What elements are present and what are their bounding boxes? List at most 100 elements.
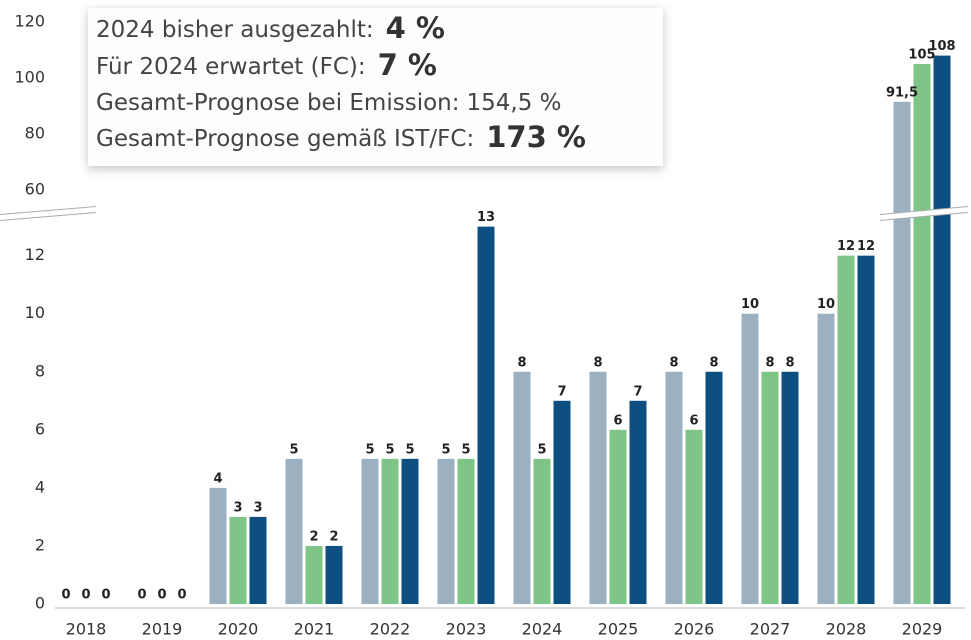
y-tick-label: 60 <box>25 180 45 199</box>
bar <box>589 371 607 604</box>
x-tick-label: 2025 <box>598 620 639 639</box>
y-tick-label: 100 <box>14 68 45 87</box>
bar <box>513 371 531 604</box>
bar <box>741 313 759 604</box>
y-tick-label: 8 <box>35 361 45 380</box>
break-line <box>0 206 97 215</box>
x-tick-label: 2020 <box>218 620 259 639</box>
value-label: 0 <box>61 588 70 603</box>
annotation-value: 154,5 % <box>467 90 562 116</box>
bar <box>685 429 703 604</box>
value-label: 8 <box>593 355 602 370</box>
value-label: 91,5 <box>886 85 918 100</box>
value-label: 7 <box>633 384 642 399</box>
bar <box>857 255 875 604</box>
y-tick-label: 2 <box>35 535 45 554</box>
value-label: 8 <box>669 355 678 370</box>
break-gap <box>0 206 96 221</box>
value-label: 8 <box>765 355 774 370</box>
value-label: 7 <box>557 384 566 399</box>
value-label: 8 <box>517 355 526 370</box>
bar <box>553 400 571 604</box>
y-tick-label: 80 <box>25 124 45 143</box>
annotation-text: Gesamt-Prognose gemäß IST/FC: <box>96 126 474 152</box>
bar <box>437 458 455 604</box>
value-label: 10 <box>741 297 759 312</box>
bar <box>457 458 475 604</box>
y-tick-label: 6 <box>35 419 45 438</box>
bar <box>361 458 379 604</box>
value-label: 2 <box>329 529 338 544</box>
x-tick-label: 2021 <box>294 620 335 639</box>
value-label: 4 <box>213 471 222 486</box>
value-label: 6 <box>613 413 622 428</box>
value-label: 108 <box>928 39 955 54</box>
bar <box>665 371 683 604</box>
y-tick-label: 4 <box>35 477 45 496</box>
bar <box>629 400 647 604</box>
value-label: 2 <box>309 529 318 544</box>
bar <box>209 487 227 604</box>
x-tick-label: 2026 <box>674 620 715 639</box>
bar <box>913 64 931 604</box>
value-label: 5 <box>405 442 414 457</box>
break-line <box>879 206 969 215</box>
annotation: Für 2024 erwartet (FC): 7 % <box>96 48 437 82</box>
y-tick-label: 10 <box>25 303 45 322</box>
value-label: 12 <box>837 239 855 254</box>
x-tick-label: 2023 <box>446 620 487 639</box>
y-tick-label: 120 <box>14 12 45 31</box>
annotation: Gesamt-Prognose bei Emission: 154,5 % <box>96 90 562 116</box>
bar <box>477 226 495 604</box>
annotation-text: Gesamt-Prognose bei Emission: <box>96 90 460 116</box>
annotation: Gesamt-Prognose gemäß IST/FC: 173 % <box>96 120 586 154</box>
annotation-text: Für 2024 erwartet (FC): <box>96 54 366 80</box>
bar <box>781 371 799 604</box>
value-label: 13 <box>477 210 495 225</box>
value-label: 0 <box>157 588 166 603</box>
x-tick-label: 2022 <box>370 620 411 639</box>
bar <box>705 371 723 604</box>
value-label: 5 <box>461 442 470 457</box>
info-box <box>88 8 663 166</box>
annotation-text: 2024 bisher ausgezahlt: <box>96 17 374 43</box>
bar <box>761 371 779 604</box>
value-label: 0 <box>81 588 90 603</box>
x-tick-label: 2029 <box>902 620 943 639</box>
annotations: 2024 bisher ausgezahlt: 4 %Für 2024 erwar… <box>96 11 586 154</box>
value-label: 3 <box>253 500 262 515</box>
value-label: 0 <box>177 588 186 603</box>
value-label: 8 <box>785 355 794 370</box>
value-label: 5 <box>441 442 450 457</box>
bar <box>325 545 343 604</box>
value-label: 6 <box>689 413 698 428</box>
value-label: 12 <box>857 239 875 254</box>
y-tick-label: 0 <box>35 594 45 613</box>
y-tick-label: 12 <box>25 245 45 264</box>
bar <box>249 516 267 604</box>
bar <box>401 458 419 604</box>
bar <box>933 55 951 605</box>
annotation-value: 173 % <box>486 120 586 154</box>
value-label: 8 <box>709 355 718 370</box>
annotation: 2024 bisher ausgezahlt: 4 % <box>96 11 445 45</box>
annotation-value: 4 % <box>386 11 445 45</box>
bar <box>381 458 399 604</box>
value-label: 5 <box>289 442 298 457</box>
bar <box>609 429 627 604</box>
break-gap <box>880 206 968 221</box>
x-tick-label: 2019 <box>142 620 183 639</box>
bar <box>229 516 247 604</box>
bar <box>837 255 855 604</box>
value-label: 105 <box>908 48 935 63</box>
x-tick-label: 2018 <box>66 620 107 639</box>
axis-break <box>0 206 969 221</box>
break-line <box>0 212 97 221</box>
value-label: 0 <box>137 588 146 603</box>
bar <box>305 545 323 604</box>
value-label: 5 <box>537 442 546 457</box>
value-label: 5 <box>385 442 394 457</box>
x-tick-label: 2028 <box>826 620 867 639</box>
bar <box>285 458 303 604</box>
bar <box>893 101 911 605</box>
